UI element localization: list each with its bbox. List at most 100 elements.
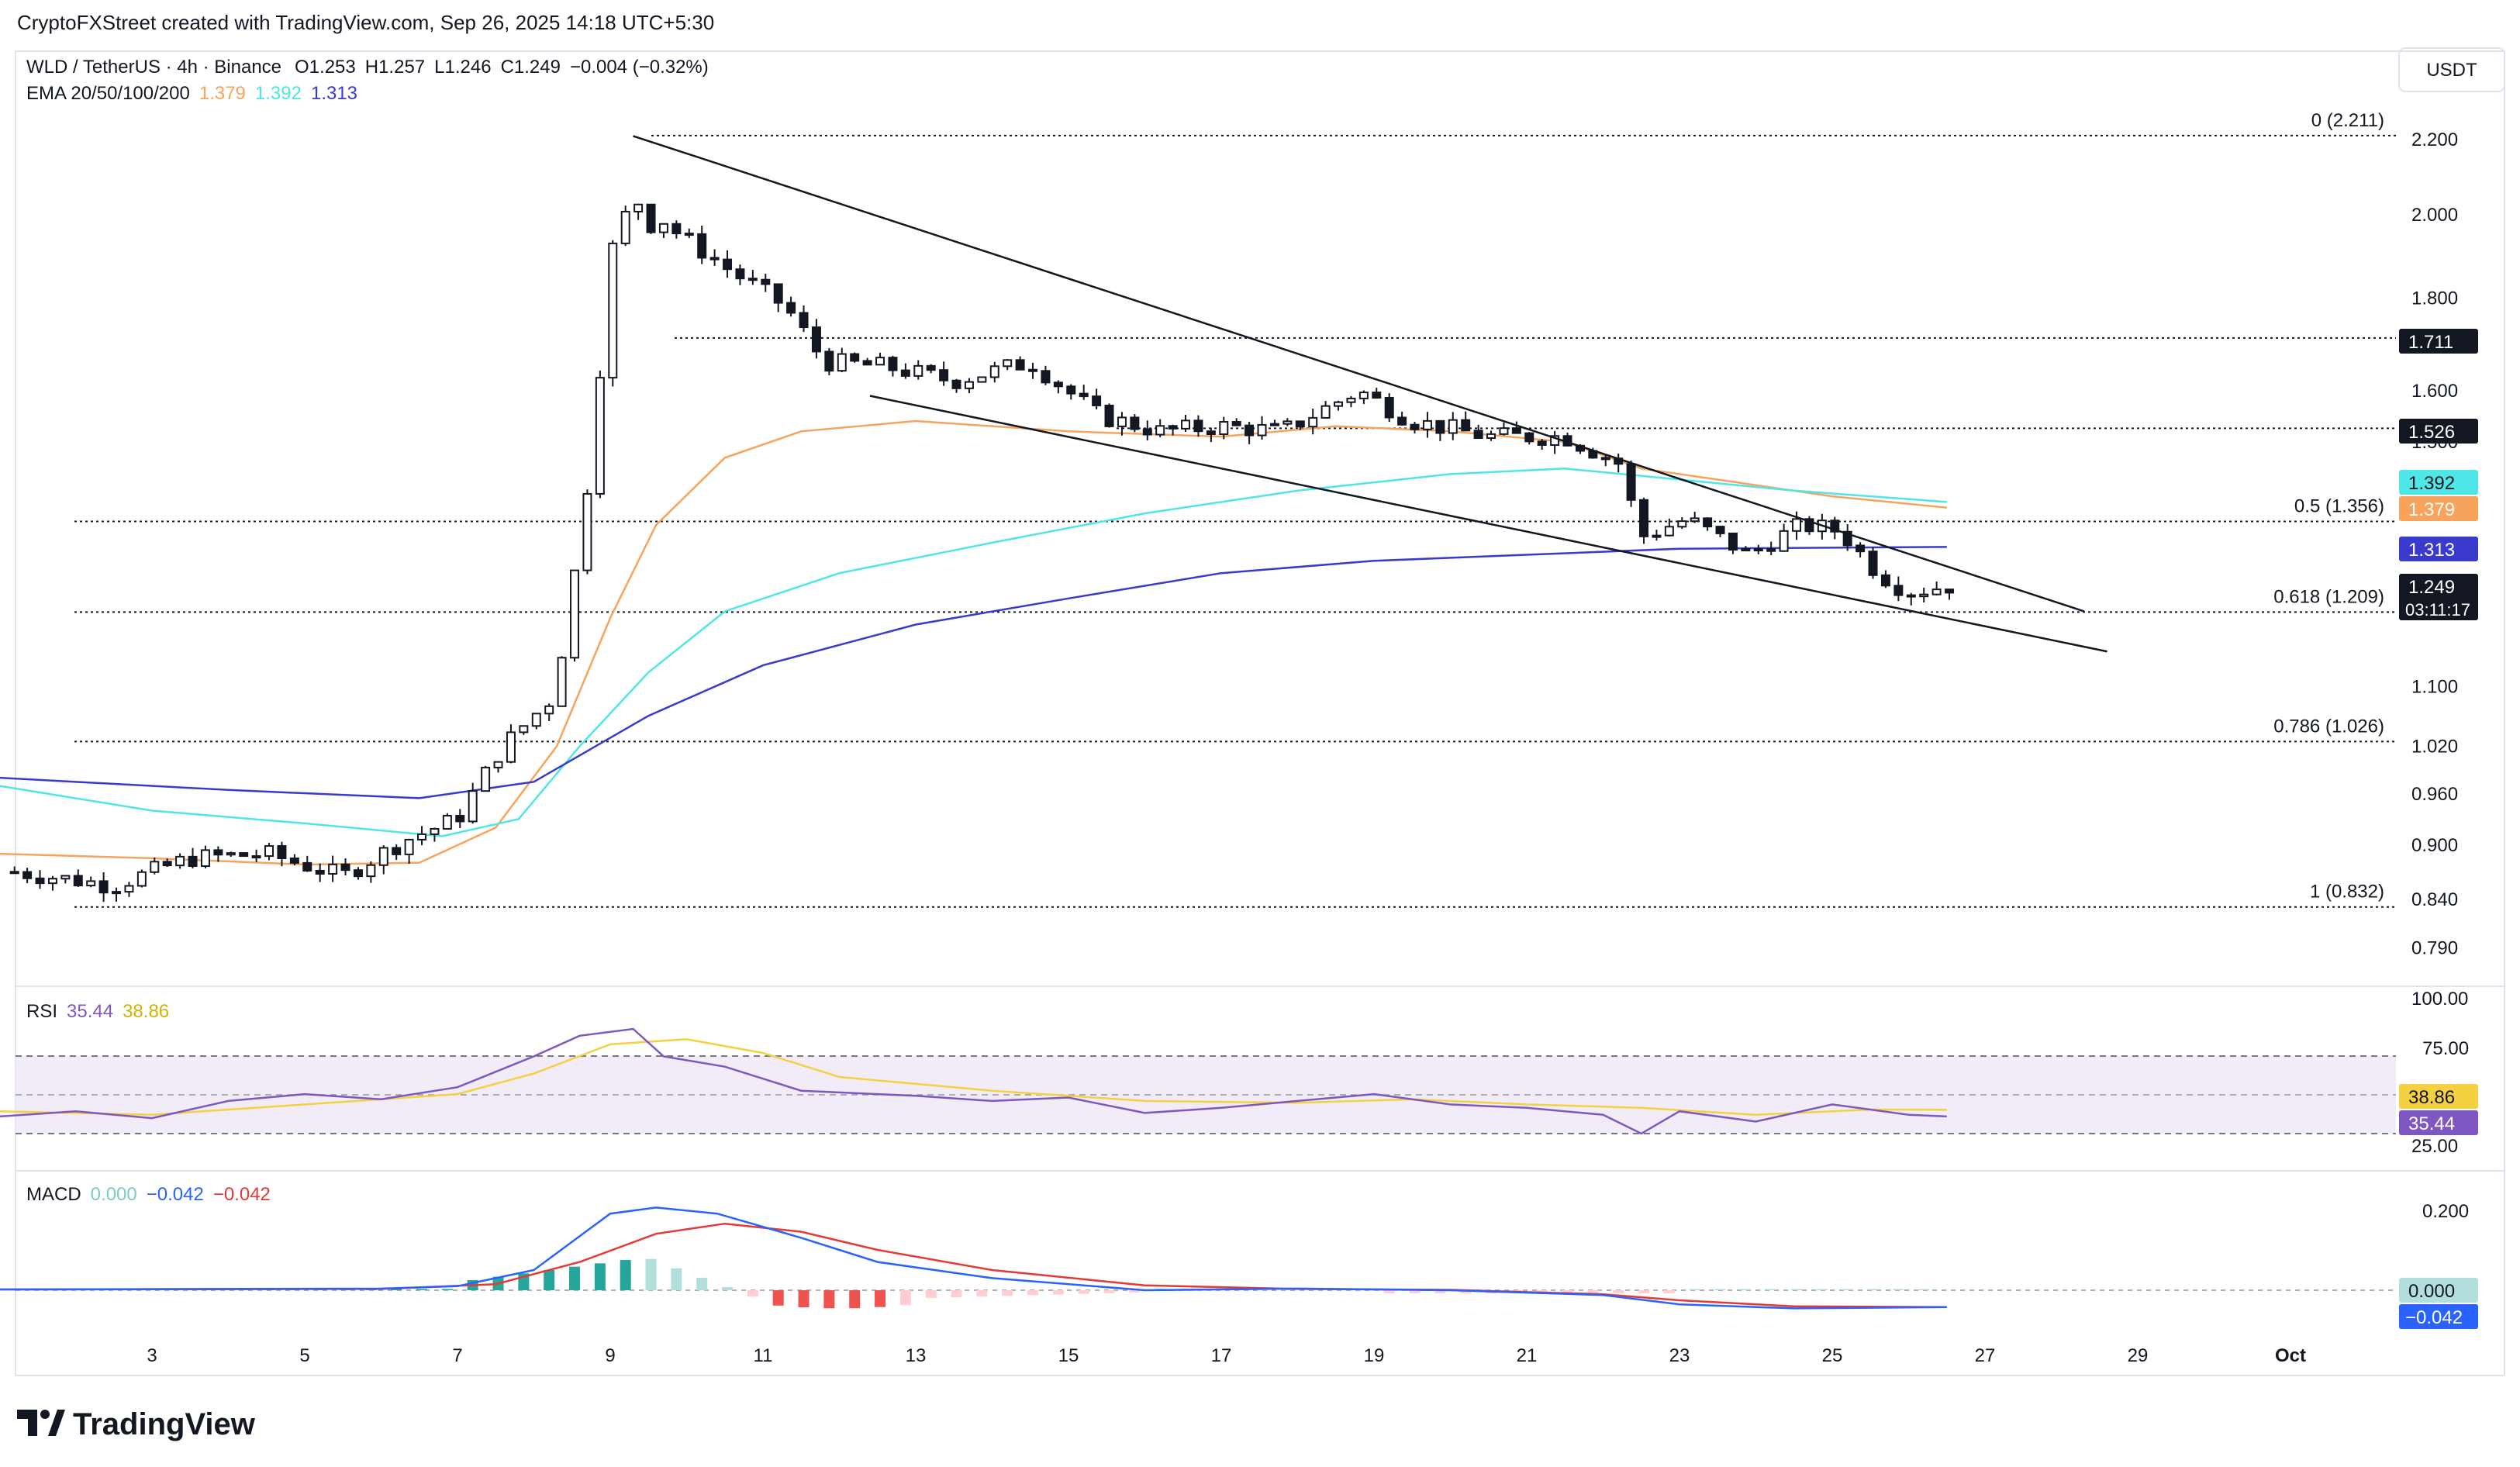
candle-body: [1779, 530, 1789, 552]
currency-button[interactable]: USDT: [2398, 47, 2505, 92]
candle-body: [926, 364, 936, 371]
macd-bar: [1587, 1290, 1599, 1294]
candle-body: [353, 869, 363, 878]
macd-bar: [747, 1290, 758, 1297]
candle-body: [200, 849, 210, 868]
candle-body: [531, 713, 541, 727]
candle-body: [723, 258, 733, 271]
ema50-line: [0, 468, 1947, 837]
candle-body: [150, 861, 160, 873]
macd-bar: [798, 1290, 810, 1308]
fib-label: 0.618 (1.209): [2273, 586, 2384, 607]
macd-bar: [1842, 1289, 1853, 1290]
candle-body: [519, 725, 529, 734]
candle-body: [1104, 404, 1114, 427]
candle-body: [112, 891, 122, 895]
time-tick: 3: [147, 1345, 157, 1366]
ema-lines: [0, 419, 1947, 866]
candle-body: [1499, 427, 1509, 435]
macd-bar: [1816, 1289, 1828, 1290]
currency-button-label: USDT: [2426, 60, 2477, 81]
rsi-lines: [0, 1027, 1947, 1135]
price-tick: 2.000: [2411, 205, 2458, 226]
candle-body: [951, 379, 961, 389]
ema-legend[interactable]: EMA 20/50/100/200 1.379 1.392 1.313: [26, 83, 357, 104]
macd-legend[interactable]: MACD 0.000 −0.042 −0.042: [26, 1184, 271, 1205]
macd-bar: [875, 1290, 886, 1307]
price-tick: 0.900: [2411, 835, 2458, 856]
macd-bar: [1103, 1290, 1115, 1293]
candle-body: [1626, 463, 1636, 501]
candle-body: [1741, 548, 1751, 552]
fib-levels: 0 (2.211) 0.5 (1.356) 0.618 (1.209) 0.786 (…: [74, 110, 2396, 908]
candle-body: [1524, 432, 1534, 443]
candle-body: [9, 871, 19, 875]
candle-body: [1690, 517, 1700, 523]
candle-body: [1168, 425, 1178, 430]
macd-histogram: [9, 1258, 1930, 1309]
candle-body: [1410, 423, 1420, 430]
macd-bar: [1460, 1290, 1472, 1294]
candle-body: [1550, 435, 1560, 446]
candle-body: [1639, 499, 1649, 537]
candle-body: [1677, 520, 1687, 528]
symbol-title[interactable]: WLD / TetherUS · 4h · Binance: [26, 57, 281, 78]
candle-body: [1473, 430, 1483, 440]
candle-body: [1792, 518, 1802, 532]
time-tick: 15: [1058, 1345, 1079, 1366]
fib-label: 0 (2.211): [2311, 110, 2384, 131]
horizontal-levels: [675, 337, 2396, 430]
candle-body: [277, 845, 287, 859]
wedge-lower-line: [869, 395, 2107, 653]
macd-bar: [696, 1277, 708, 1290]
candle-body: [315, 869, 325, 875]
macd-signal-line: [0, 1222, 1947, 1309]
macd-bar: [645, 1258, 657, 1290]
rsi-legend[interactable]: RSI 35.44 38.86: [26, 1001, 169, 1022]
candle-body: [1244, 424, 1255, 437]
candle-body: [900, 369, 910, 377]
macd-bar: [1867, 1289, 1879, 1290]
price-label-text: 1.249: [2408, 577, 2455, 598]
price-tick: 1.600: [2411, 381, 2458, 402]
candle-body: [1257, 423, 1267, 437]
candle-body: [22, 871, 33, 879]
candle-body: [1842, 530, 1852, 547]
candle-body: [633, 203, 644, 212]
candle-body: [862, 360, 872, 366]
candle-body: [188, 855, 198, 868]
candle-body: [1142, 428, 1152, 436]
time-tick: 25: [1822, 1345, 1843, 1366]
candle-body: [1269, 423, 1279, 426]
candle-body: [1334, 401, 1344, 407]
macd-bar: [1766, 1289, 1777, 1290]
time-tick: 23: [1669, 1345, 1690, 1366]
macd-bar: [823, 1290, 835, 1309]
macd-bar: [1129, 1290, 1141, 1293]
candle-body: [1461, 419, 1471, 432]
countdown-text: 03:11:17: [2405, 600, 2470, 620]
chart-frame: [15, 50, 2505, 1376]
candle-body: [1919, 593, 1929, 598]
candle-body: [964, 381, 974, 389]
candle-body: [136, 871, 147, 887]
time-tick: 5: [299, 1345, 309, 1366]
rsi-axis: 100.00 75.00 25.00: [2411, 989, 2469, 1157]
price-label-text: 1.313: [2408, 540, 2455, 561]
candle-body: [506, 731, 516, 763]
macd-bar: [441, 1289, 453, 1290]
price-label-badge: [2399, 419, 2478, 444]
macd-bar: [722, 1287, 734, 1290]
candle-body: [1703, 517, 1713, 528]
candle-body: [289, 857, 299, 864]
macd-bar: [391, 1289, 402, 1290]
macd-bar: [976, 1290, 988, 1297]
svg-text:0.000: 0.000: [2408, 1281, 2455, 1302]
candle-body: [684, 233, 694, 236]
macd-bar: [569, 1266, 581, 1290]
tradingview-logo-icon: [17, 1410, 65, 1436]
time-tick: 19: [1364, 1345, 1385, 1366]
candle-body: [1448, 419, 1458, 434]
macd-bar: [594, 1263, 606, 1290]
